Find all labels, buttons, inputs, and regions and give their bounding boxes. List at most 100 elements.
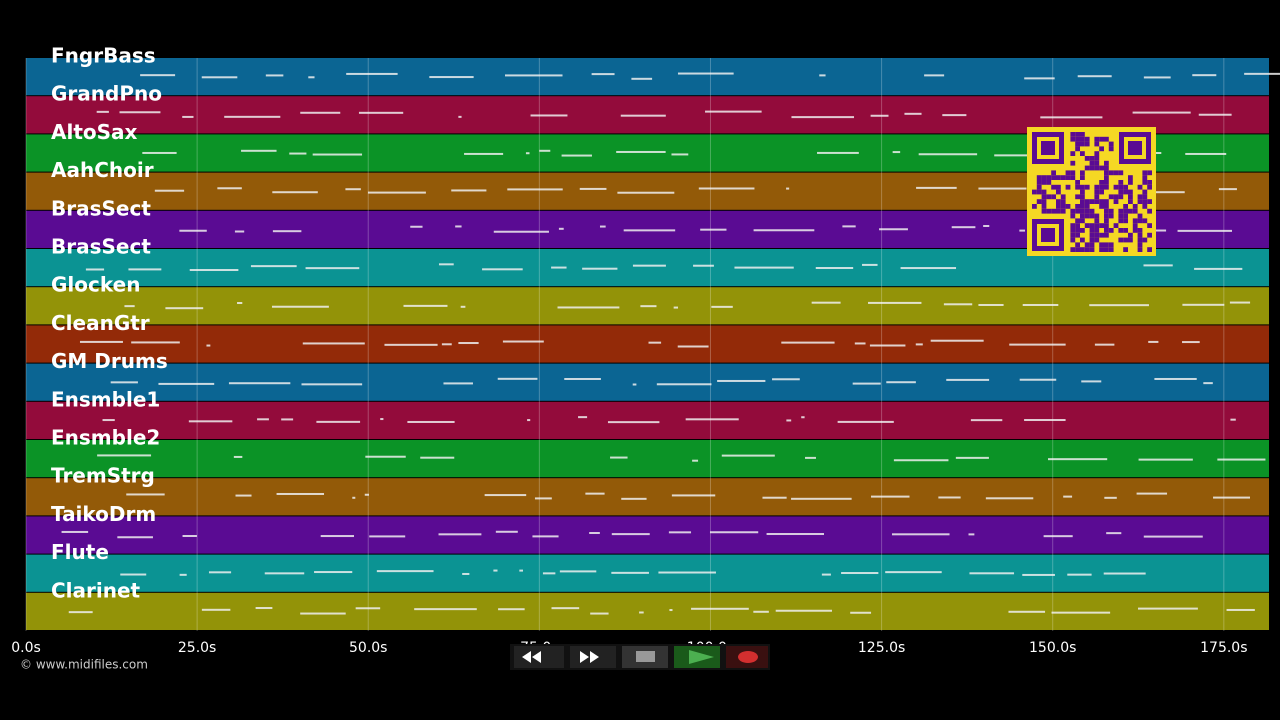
note — [250, 265, 297, 268]
note — [182, 534, 197, 537]
qr-module — [1036, 189, 1042, 195]
note — [1244, 72, 1280, 75]
track-name: FngrBass — [51, 44, 156, 68]
note — [102, 419, 115, 422]
qr-module — [1123, 208, 1128, 214]
note — [852, 382, 881, 385]
qr-module — [1123, 213, 1128, 219]
play-button[interactable] — [674, 646, 720, 668]
note — [1182, 341, 1200, 344]
qr-module — [1142, 204, 1148, 209]
record-button[interactable] — [726, 646, 768, 668]
qr-module — [1132, 223, 1138, 228]
note — [946, 378, 990, 381]
rewind-button[interactable] — [514, 646, 564, 668]
note — [1019, 229, 1026, 232]
note — [182, 115, 194, 118]
note — [1217, 458, 1266, 461]
forward-button[interactable] — [570, 646, 616, 668]
qr-module — [1108, 141, 1114, 147]
qr-module — [1080, 247, 1085, 252]
qr-module — [1084, 141, 1090, 147]
note — [582, 267, 618, 270]
qr-module — [1036, 199, 1042, 204]
qr-module — [1075, 232, 1080, 238]
qr-module — [1080, 151, 1085, 156]
note — [1213, 496, 1251, 499]
qr-module — [1104, 242, 1109, 248]
qr-module — [1046, 175, 1052, 180]
qr-module — [1104, 247, 1109, 252]
qr-module — [1099, 146, 1104, 152]
qr-module — [1080, 218, 1085, 224]
note — [527, 419, 531, 422]
qr-module — [1080, 204, 1085, 209]
qr-module — [1089, 232, 1095, 238]
note — [617, 191, 675, 194]
note — [734, 266, 794, 269]
qr-module — [1075, 204, 1080, 209]
qr-module — [1104, 175, 1109, 180]
note — [188, 420, 233, 423]
qr-module — [1056, 175, 1061, 180]
note — [1067, 573, 1092, 576]
note — [766, 533, 825, 536]
note — [639, 611, 644, 614]
qr-module — [1084, 204, 1090, 209]
note — [208, 571, 232, 574]
note — [938, 496, 961, 499]
qr-module — [1118, 218, 1124, 224]
note — [607, 421, 660, 424]
note — [632, 264, 666, 267]
qr-module — [1142, 170, 1148, 176]
qr-module — [1099, 247, 1104, 252]
note — [1008, 610, 1046, 613]
note — [879, 228, 908, 231]
qr-module — [1128, 180, 1133, 185]
qr-module — [1113, 223, 1119, 228]
qr-module — [1137, 228, 1143, 233]
note — [119, 111, 161, 114]
note — [364, 493, 369, 496]
qr-module — [1084, 208, 1090, 214]
qr-module — [1075, 141, 1080, 147]
note — [1177, 229, 1233, 232]
note — [1089, 304, 1149, 307]
qr-module — [1046, 180, 1052, 185]
qr-module — [1036, 184, 1042, 190]
note — [1143, 264, 1173, 267]
note — [264, 572, 305, 575]
note — [1138, 458, 1193, 461]
qr-module — [1108, 208, 1114, 214]
qr-module — [1099, 242, 1104, 248]
qr-module — [1118, 213, 1124, 219]
qr-module — [1137, 184, 1143, 190]
note — [693, 264, 714, 267]
note — [1143, 76, 1171, 79]
note — [255, 607, 273, 610]
qr-module — [1080, 213, 1085, 219]
qr-module — [1094, 228, 1100, 233]
qr-module — [1080, 237, 1085, 243]
qr-module — [1128, 232, 1133, 238]
note — [384, 343, 438, 346]
note — [158, 382, 215, 385]
qr-module — [1128, 175, 1133, 180]
note — [482, 268, 523, 271]
qr-module — [1137, 232, 1143, 238]
stop-button[interactable] — [622, 646, 668, 668]
note — [365, 455, 406, 458]
qr-module — [1094, 184, 1100, 190]
qr-module — [1041, 204, 1047, 209]
note — [632, 383, 637, 386]
x-tick-label: 25.0s — [178, 640, 216, 656]
note — [589, 532, 600, 535]
qr-module — [1080, 175, 1085, 180]
qr-module — [1132, 204, 1138, 209]
qr-module — [1104, 223, 1109, 228]
qr-module — [1075, 228, 1080, 233]
note — [534, 497, 552, 500]
qr-module — [1075, 146, 1080, 152]
qr-module — [1104, 199, 1109, 204]
